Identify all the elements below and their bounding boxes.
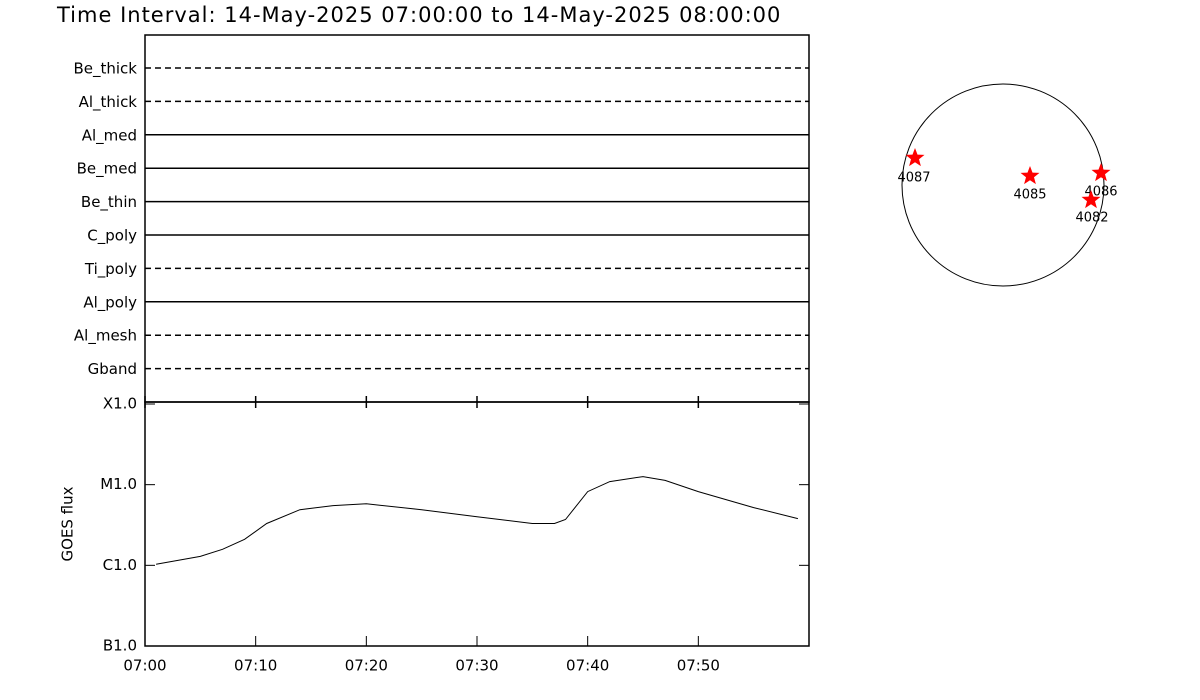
filter-label: Al_thick (79, 93, 138, 112)
y-tick-label: X1.0 (103, 395, 137, 413)
region-marker (1081, 190, 1101, 209)
x-tick-label: 07:50 (677, 657, 720, 675)
region-label: 4082 (1075, 211, 1108, 226)
x-tick-label: 07:00 (123, 657, 166, 675)
filter-label: C_poly (87, 227, 137, 246)
title: Time Interval: 14-May-2025 07:00:00 to 1… (56, 3, 781, 27)
region-marker (1091, 163, 1111, 182)
filter-label: Be_thick (73, 60, 137, 79)
y-tick-label: B1.0 (103, 637, 137, 655)
x-tick-label: 07:30 (455, 657, 498, 675)
region-marker (905, 148, 925, 167)
x-tick-label: 07:20 (345, 657, 388, 675)
sun-disk (901, 83, 1105, 287)
filter-label: Ti_poly (84, 260, 137, 279)
filter-label: Gband (88, 360, 137, 378)
x-tick-label: 07:40 (566, 657, 609, 675)
region-label: 4087 (897, 171, 930, 186)
x-tick-label: 07:10 (234, 657, 277, 675)
filter-label: Be_thin (81, 193, 137, 212)
y-tick-label: M1.0 (100, 475, 137, 493)
filter-label: Al_poly (83, 293, 137, 312)
y-axis-label: GOES flux (59, 486, 77, 561)
goes-panel (144, 401, 810, 647)
y-tick-label: C1.0 (103, 556, 137, 574)
filter-label: Al_med (82, 126, 137, 145)
filter-panel (144, 34, 810, 403)
region-label: 4085 (1013, 188, 1046, 203)
region-marker (1020, 166, 1040, 185)
filter-label: Be_med (77, 160, 137, 179)
filter-label: Al_mesh (74, 327, 137, 346)
goes-curve (156, 476, 799, 565)
